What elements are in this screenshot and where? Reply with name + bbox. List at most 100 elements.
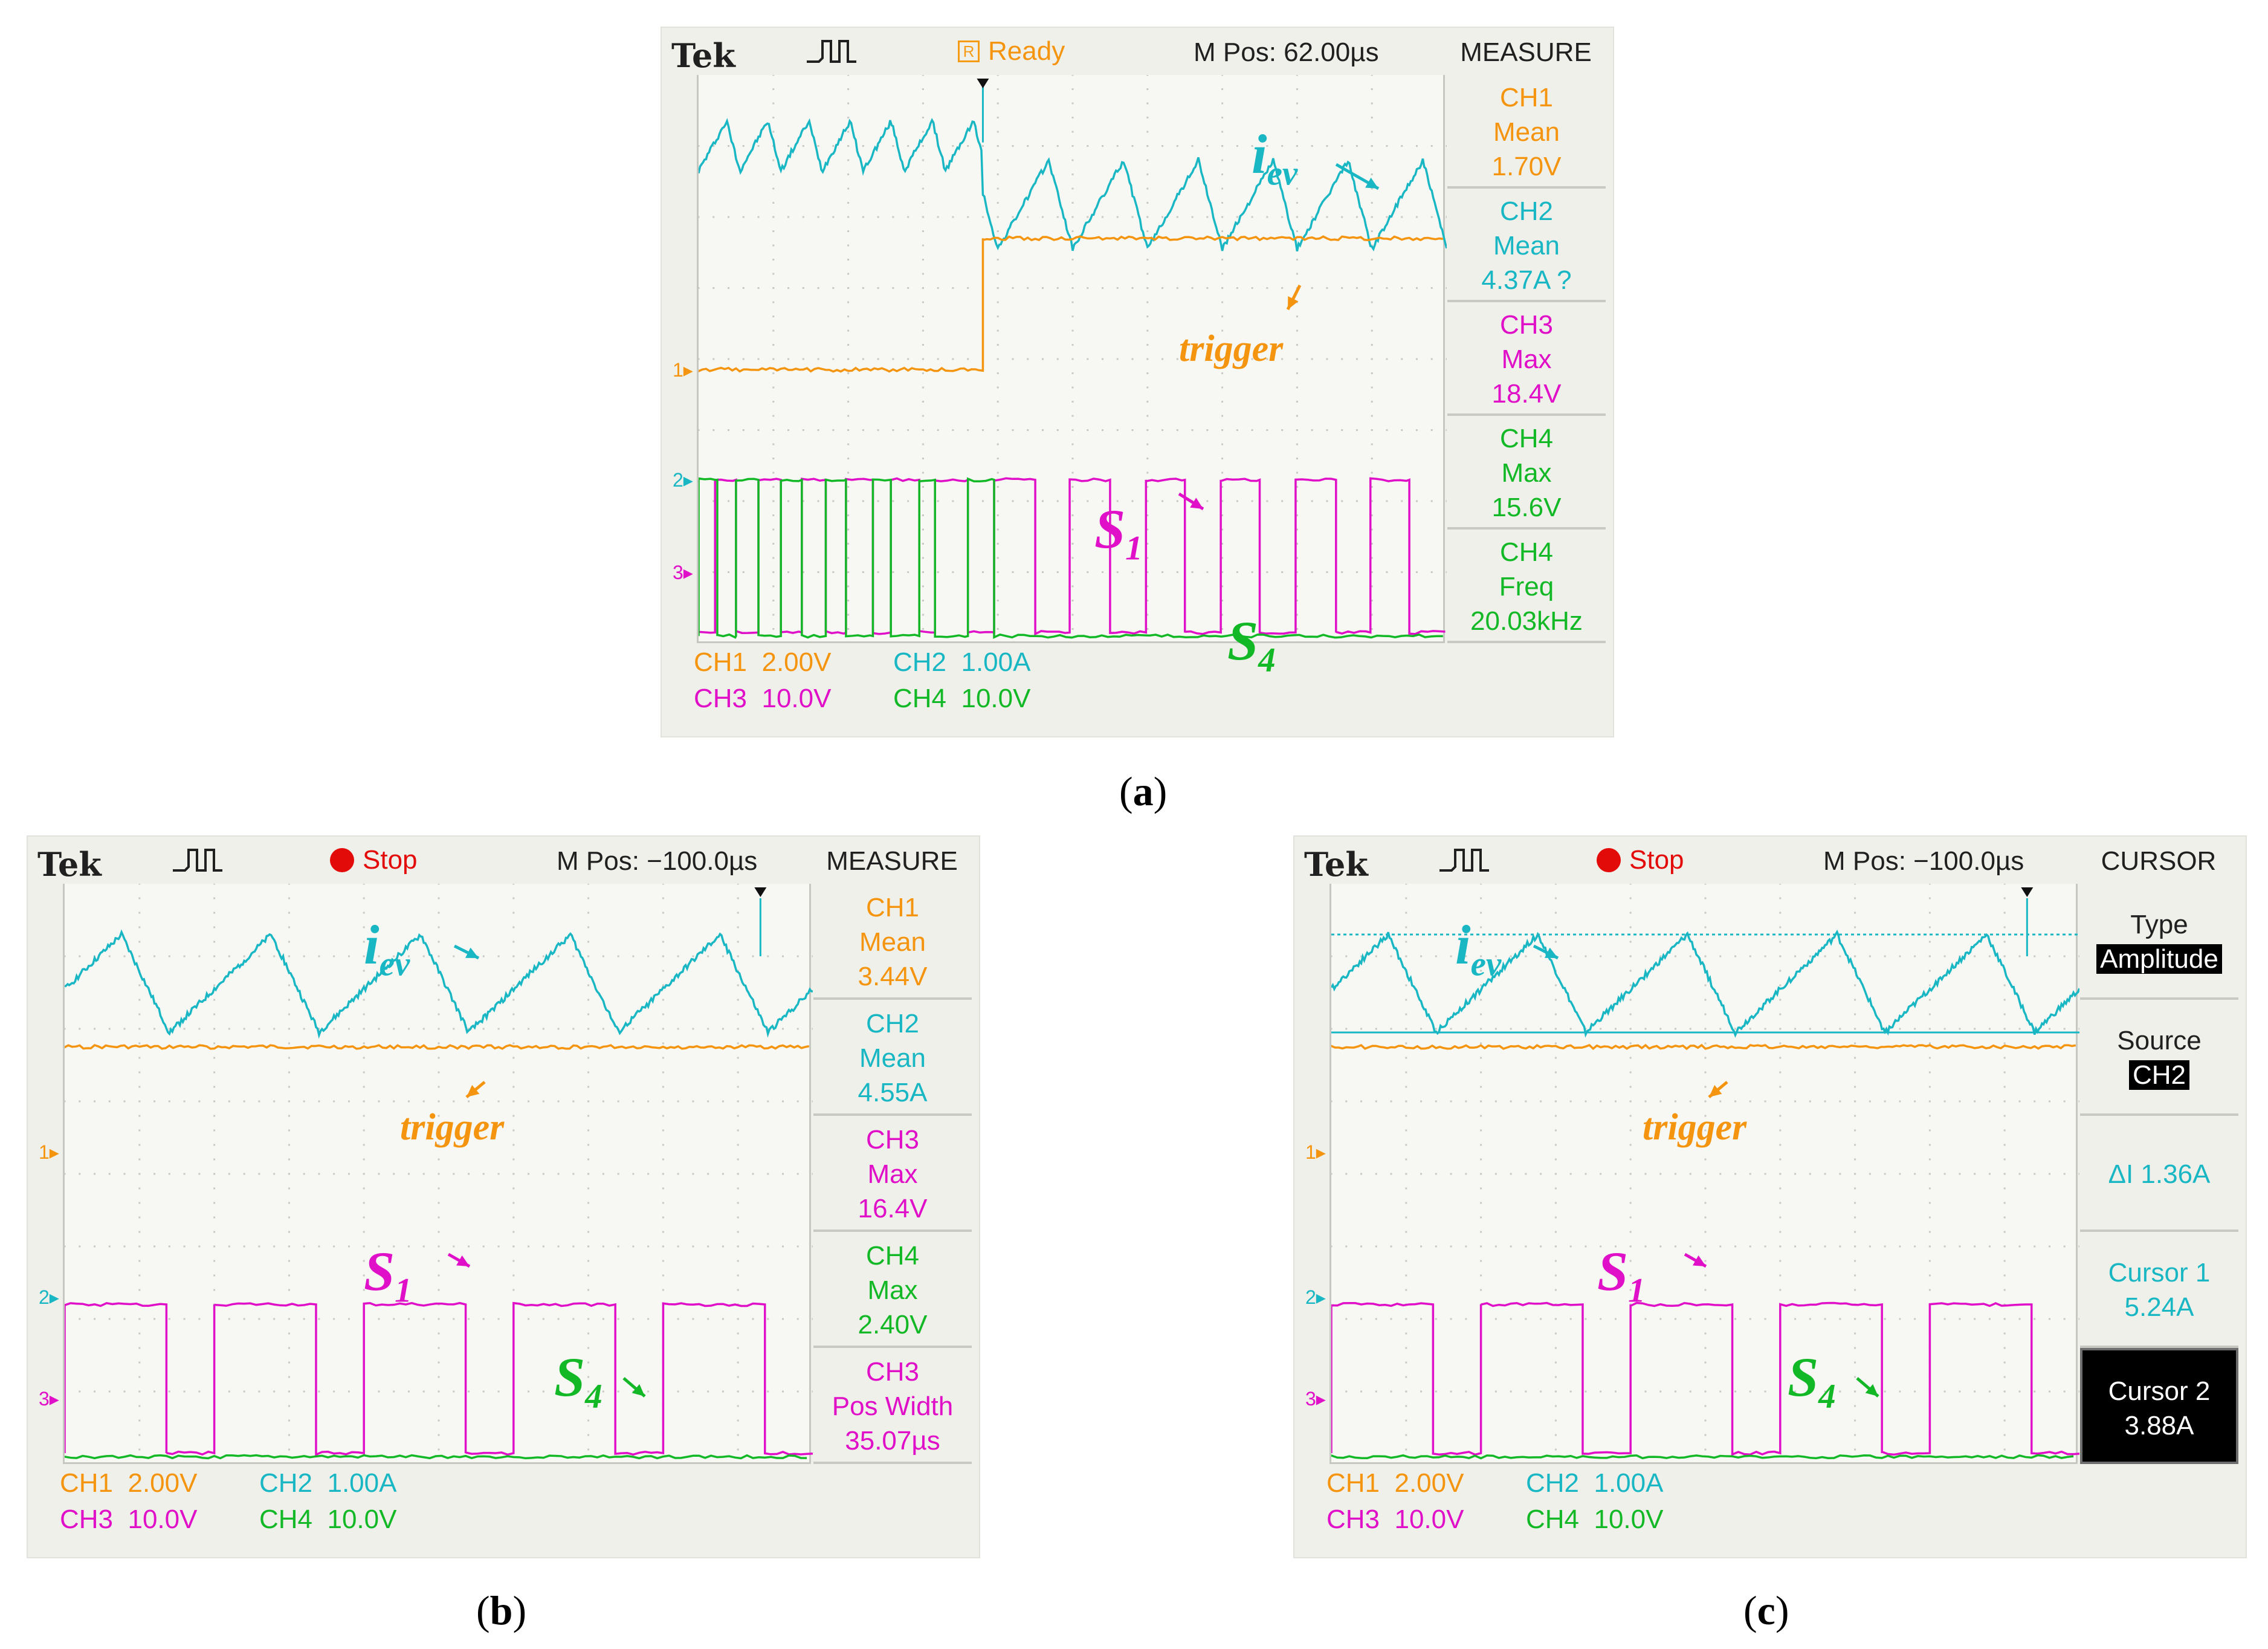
annotation-arrow-head xyxy=(1693,1255,1706,1266)
channel-scale-readout: CH1 2.00V CH2 1.00A CH3 10.0V CH4 10.0V xyxy=(60,1465,459,1538)
readout-text: Max xyxy=(1501,344,1552,374)
readout-3[interactable]: CH3 Max 18.4V xyxy=(1447,302,1606,416)
graticule-dot xyxy=(138,1347,141,1349)
annotation-arrow-head xyxy=(1190,497,1203,509)
graticule-dot xyxy=(1102,571,1104,573)
graticule-dot xyxy=(737,1463,739,1464)
readout-text: Max xyxy=(867,1275,918,1305)
graticule-dot xyxy=(1704,955,1707,957)
graticule-dot xyxy=(1071,372,1074,374)
graticule-dot xyxy=(1914,1390,1916,1393)
readout-1[interactable]: CH1 Mean 1.70V xyxy=(1447,75,1606,189)
readout-text: CH2 xyxy=(865,1008,920,1038)
graticule-dot xyxy=(617,1173,619,1175)
graticule-dot xyxy=(1614,955,1617,957)
graticule-dot xyxy=(737,897,739,899)
graticule-dot xyxy=(728,500,730,502)
graticule-dot xyxy=(1146,415,1149,417)
graticule-dot xyxy=(1221,187,1224,190)
graticule-dot xyxy=(952,429,954,431)
graticule-dot xyxy=(728,571,730,573)
graticule-dot xyxy=(847,159,850,161)
readout-text: 3.44V xyxy=(858,961,928,991)
annotation-iev: iev xyxy=(1252,122,1297,193)
graticule-dot xyxy=(617,1318,619,1320)
graticule-dot xyxy=(587,1347,590,1349)
graticule-dot xyxy=(1704,1173,1707,1175)
graticule-dot xyxy=(213,926,216,928)
graticule-dot xyxy=(1435,1245,1437,1248)
readout-4[interactable]: Cursor 1 5.24A xyxy=(2080,1232,2238,1348)
side-menu-title: MEASURE xyxy=(1460,37,1592,67)
graticule-dot xyxy=(1704,1144,1707,1146)
readout-line: 1.70V xyxy=(1447,149,1606,184)
graticule-dot xyxy=(728,358,730,360)
readout-4[interactable]: CH4 Max 15.6V xyxy=(1447,416,1606,530)
graticule-dot xyxy=(2003,1390,2006,1393)
readout-line: CH3 xyxy=(1447,308,1606,342)
graticule-dot xyxy=(1480,1129,1482,1132)
readout-1[interactable]: Type Amplitude xyxy=(2080,884,2238,1000)
readout-2[interactable]: CH2 Mean 4.55A xyxy=(813,1000,972,1116)
readout-3[interactable]: CH3 Max 16.4V xyxy=(813,1116,972,1232)
graticule-dot xyxy=(198,1173,201,1175)
graticule-dot xyxy=(817,571,819,573)
readout-2[interactable]: Source CH2 xyxy=(2080,1000,2238,1116)
graticule-dot xyxy=(1928,897,1931,899)
graticule-dot xyxy=(737,1332,739,1335)
graticule-dot xyxy=(712,429,715,431)
graticule-dot xyxy=(1405,884,1407,885)
graticule-dot xyxy=(363,999,365,1001)
graticule-dot xyxy=(333,1100,335,1103)
graticule-dot xyxy=(1296,259,1298,261)
graticule-dot xyxy=(1221,173,1224,175)
readout-5[interactable]: CH4 Freq 20.03kHz xyxy=(1447,530,1606,643)
graticule-dot xyxy=(1704,1042,1707,1045)
graticule-dot xyxy=(288,1216,290,1219)
waveform-plot xyxy=(699,75,1447,643)
graticule-dot xyxy=(407,1173,410,1175)
graticule-dot xyxy=(937,500,939,502)
graticule-dot xyxy=(877,216,879,218)
graticule-dot xyxy=(1525,1173,1527,1175)
graticule-dot xyxy=(699,216,700,218)
graticule-dot xyxy=(922,259,924,261)
graticule-dot xyxy=(1371,329,1373,332)
graticule-dot xyxy=(1480,1274,1482,1277)
graticule-dot xyxy=(1854,1289,1856,1291)
graticule-dot xyxy=(772,344,775,346)
readout-2[interactable]: CH2 Mean 4.37A ? xyxy=(1447,189,1606,302)
graticule-dot xyxy=(2003,1289,2006,1291)
readout-1[interactable]: CH1 Mean 3.44V xyxy=(813,884,972,1000)
graticule-dot xyxy=(438,1202,440,1204)
graticule-dot xyxy=(892,358,894,360)
readout-5[interactable]: Cursor 2 3.88A xyxy=(2080,1348,2238,1464)
graticule-dot xyxy=(1928,955,1931,957)
graticule-dot xyxy=(1146,287,1149,289)
graticule-dot xyxy=(94,1028,96,1030)
graticule-dot xyxy=(662,1187,664,1190)
graticule-dot xyxy=(1794,1245,1797,1248)
graticule-dot xyxy=(602,1390,604,1393)
graticule-dot xyxy=(288,1332,290,1335)
graticule-dot xyxy=(288,1434,290,1436)
graticule-dot xyxy=(1480,1013,1482,1016)
graticule-dot xyxy=(557,955,560,957)
graticule-dot xyxy=(288,1376,290,1378)
graticule-dot xyxy=(1341,216,1343,218)
graticule-dot xyxy=(1480,884,1482,885)
readout-5[interactable]: CH3 Pos Width 35.07µs xyxy=(813,1348,972,1464)
graticule-dot xyxy=(1251,216,1253,218)
graticule-dot xyxy=(817,216,819,218)
graticule-dot xyxy=(1345,1245,1348,1248)
graticule-dot xyxy=(1221,131,1224,133)
graticule-dot xyxy=(1296,372,1298,374)
graticule-dot xyxy=(2003,1434,2006,1436)
readout-4[interactable]: CH4 Max 2.40V xyxy=(813,1232,972,1348)
graticule-dot xyxy=(662,1071,664,1074)
graticule-dot xyxy=(1386,145,1388,147)
oscilloscope-screen-c: Tek Stop M Pos: −100.0µs CURSOR 1▸ 2▸ 3▸ Type Am… xyxy=(1293,835,2247,1558)
graticule-dot xyxy=(1465,1100,1467,1103)
readout-3[interactable]: ΔI 1.36A xyxy=(2080,1116,2238,1232)
scale-channel: CH1 xyxy=(1326,1468,1380,1498)
